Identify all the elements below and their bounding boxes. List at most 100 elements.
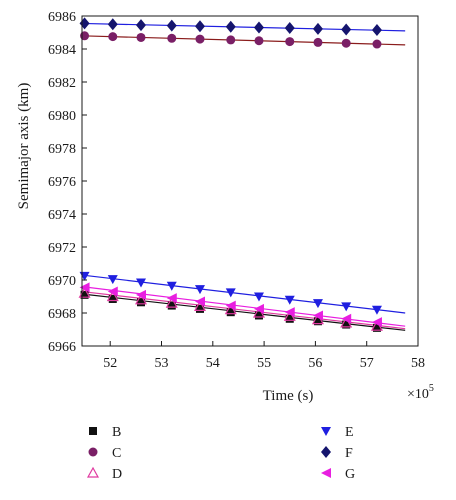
y-tick-label: 6982	[48, 76, 76, 91]
series-e-point	[312, 299, 323, 309]
series-c-point	[108, 32, 118, 42]
series-f-fit-line	[81, 22, 406, 32]
x-tick-label: 53	[155, 356, 169, 371]
x-tick-label: 57	[360, 356, 374, 371]
series-f-point	[194, 20, 205, 33]
series-f-point	[107, 18, 118, 31]
series-f-point	[166, 19, 177, 32]
series-b-point	[226, 308, 235, 317]
series-e-point	[107, 275, 118, 285]
series-g-point	[371, 317, 382, 328]
series-e-point	[166, 281, 177, 291]
series-e-point	[284, 295, 295, 305]
plot-frame	[81, 15, 419, 347]
series-e-point	[225, 288, 236, 298]
y-tick-label: 6978	[48, 142, 76, 157]
series-b-point	[342, 320, 351, 329]
series-f-point	[135, 19, 146, 32]
y-tick-label: 6966	[48, 340, 76, 355]
series-g-point	[284, 307, 295, 318]
legend-label-b: B	[112, 425, 121, 440]
legend-marker-g	[321, 468, 331, 478]
x-tick-label: 54	[206, 356, 220, 371]
series-g-point	[253, 303, 264, 314]
series-b-point	[167, 301, 176, 310]
series-c-point	[285, 37, 295, 47]
series-d-point	[134, 293, 148, 305]
y-tick-label: 6980	[48, 109, 76, 124]
x-axis-multiplier-exponent: 5	[429, 383, 434, 394]
x-tick-label: 56	[308, 356, 322, 371]
y-axis-title: Semimajor axis (km)	[16, 83, 32, 210]
series-g-point	[225, 300, 236, 311]
series-e-point	[194, 285, 205, 295]
y-tick-label: 6986	[48, 10, 76, 25]
y-tick-label: 6974	[48, 208, 76, 223]
x-tick-label: 55	[257, 356, 271, 371]
series-f-point	[371, 24, 382, 37]
series-d-point	[193, 300, 207, 311]
y-tick-label: 6984	[48, 43, 76, 58]
series-e-point	[371, 305, 382, 315]
series-b-point	[254, 311, 263, 320]
series-c-point	[226, 35, 236, 45]
series-c-point	[80, 31, 90, 41]
legend: BCD EFG	[86, 425, 355, 482]
series-e-point	[341, 302, 352, 312]
x-axis-multiplier: ×105	[407, 383, 434, 402]
series-g-point	[341, 313, 352, 324]
series-b-point	[195, 304, 204, 313]
series-c-point	[341, 38, 351, 48]
x-tick-label: 52	[103, 356, 117, 371]
x-tick-label: 58	[411, 356, 425, 371]
series-c-point	[136, 32, 146, 42]
series-g-fit-line	[81, 286, 406, 327]
series-g-point	[107, 286, 118, 297]
series-b-point	[108, 294, 117, 303]
series-f-point	[312, 22, 323, 35]
legend-label-c: C	[112, 446, 121, 461]
series-b-point	[80, 290, 89, 299]
legend-label-g: G	[345, 467, 355, 482]
series-f-point	[79, 17, 90, 30]
legend-marker-f	[321, 446, 331, 458]
series-c-point	[313, 37, 323, 47]
series-d-fit-line	[81, 290, 406, 330]
y-tick-label: 6968	[48, 307, 76, 322]
legend-label-d: D	[112, 467, 122, 482]
series-c-point	[372, 39, 382, 49]
series-g-point	[135, 289, 146, 300]
series-g-point	[312, 310, 323, 321]
series-b-point	[136, 298, 145, 307]
series-g-point	[194, 296, 205, 307]
series-c-point	[167, 33, 177, 43]
data-markers	[78, 17, 383, 332]
series-c-fit-line	[81, 35, 406, 46]
legend-marker-e	[321, 427, 331, 436]
series-e-point	[135, 278, 146, 288]
series-f-point	[225, 20, 236, 33]
legend-marker-b	[89, 427, 97, 435]
series-e-fit-line	[81, 274, 406, 314]
series-e-point	[253, 292, 264, 302]
series-b-point	[285, 314, 294, 323]
y-tick-label: 6976	[48, 175, 76, 190]
series-d-point	[165, 296, 178, 308]
series-c-point	[254, 36, 264, 46]
series-b-point	[372, 323, 381, 332]
series-b-point	[313, 317, 322, 326]
series-d-point	[106, 290, 119, 302]
series-b-fit-line	[81, 293, 406, 331]
y-tick-label: 6970	[48, 274, 76, 289]
series-c-point	[195, 34, 205, 44]
y-axis-ticks: 6966 6968 6970 6972 6974 6976 6978 6980 6982 6984…	[48, 10, 87, 355]
series-g-point	[166, 293, 177, 304]
x-axis-multiplier-base: ×10	[407, 387, 429, 402]
x-axis-title: Time (s)	[263, 388, 314, 404]
series-f-point	[284, 22, 295, 35]
series-g-point	[79, 282, 90, 293]
series-f-point	[341, 23, 352, 36]
legend-label-e: E	[345, 425, 354, 440]
legend-marker-c	[88, 447, 98, 457]
